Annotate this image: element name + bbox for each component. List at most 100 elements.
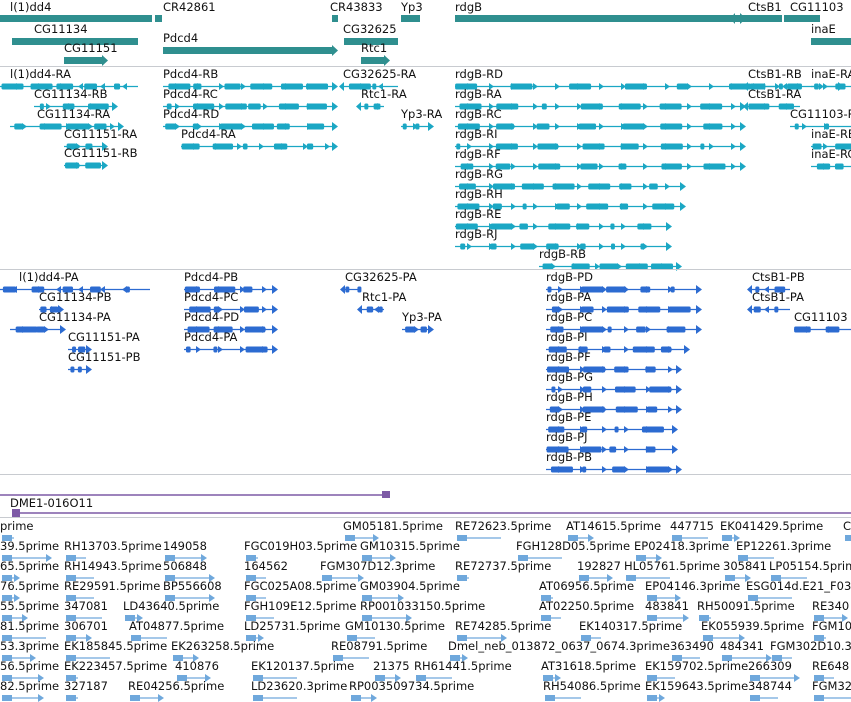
feature-glyph [647,594,681,602]
feature-glyph [541,595,553,601]
feature-glyph [184,285,278,294]
feature-glyph [748,595,792,601]
feature-glyph [66,655,110,661]
feature-glyph [455,142,746,151]
feature-label: rdgB-RA [455,87,502,101]
feature-glyph [541,615,561,621]
feature-label: RE72737.5prime [455,559,552,573]
feature-glyph [2,654,36,662]
feature-glyph [362,594,404,602]
feature-glyph [165,554,207,562]
feature-label: inaE-RB [811,127,851,141]
feature-label: 76.5prime [0,579,60,593]
feature-glyph [772,655,792,661]
feature-label: RH54086.5prime [543,679,641,693]
feature-glyph [163,82,338,91]
feature-label: LD43640.5prime [123,599,220,613]
feature-glyph [546,445,678,454]
feature-label: EP04146.3prime [645,579,741,593]
feature-glyph [253,695,297,701]
feature-glyph [362,614,412,622]
feature-glyph [699,615,711,621]
feature-label: GM10315.5prime [360,539,460,553]
feature-label: l(1)dd4 [10,0,52,14]
feature-glyph [455,222,672,231]
feature-glyph [165,574,215,582]
feature-glyph [811,143,851,150]
feature-label: rdgB-PF [546,350,591,364]
feature-label: 306701 [64,619,108,633]
track-ests: prime GM05181.5prime RE72623.5prime AT14615… [0,518,851,702]
feature-label: rdgB-RC [455,107,502,121]
feature-label: rdgB-RG [455,167,504,181]
feature-glyph [12,38,138,45]
feature-glyph [647,694,665,702]
feature-glyph [184,305,278,314]
feature-glyph [246,555,258,561]
feature-glyph [165,594,215,602]
feature-glyph [356,102,384,111]
feature-label: Yp3 [401,0,423,14]
feature-label: FGM32 [812,679,851,693]
feature-label: CG11151-RB [64,146,138,160]
feature-label: rdgB-RH [455,187,503,201]
feature-glyph [362,554,396,562]
feature-glyph [340,285,362,294]
feature-label: FGM10 [812,619,851,633]
feature-label: 81.5prime [0,619,60,633]
feature-label: LD25731.5prime [244,619,341,633]
feature-label: inaE-RA [811,67,851,81]
feature-glyph [2,674,44,682]
feature-glyph [811,83,851,90]
feature-label: rdgB-PA [546,290,592,304]
feature-glyph [703,634,745,642]
feature-label: CG11151 [64,41,118,55]
feature-glyph [814,675,834,681]
feature-glyph [771,575,807,581]
feature-glyph [743,82,800,91]
feature-glyph [814,614,848,622]
feature-label: RE340 [812,599,850,613]
feature-label: RP001033150.5prime [360,599,486,613]
feature-label: CtsB1 [748,0,782,14]
feature-label: CG11151-PB [68,350,141,364]
feature-label: 65.5prime [0,559,60,573]
feature-glyph [246,575,266,581]
feature-label: rdgB-RJ [455,227,498,241]
feature-glyph [455,202,686,211]
feature-glyph [738,555,774,561]
feature-label: 506848 [163,559,207,573]
feature-label: rdgB-PD [546,270,593,284]
feature-glyph [647,614,689,622]
feature-label: 305841 [723,559,767,573]
feature-glyph [163,45,338,56]
feature-label: EK223457.5prime [64,659,168,673]
feature-glyph [518,555,562,561]
feature-label: RE648 [812,659,850,673]
feature-glyph [66,575,94,581]
feature-glyph [790,123,851,130]
feature-glyph [401,15,420,22]
feature-glyph [184,325,278,334]
feature-glyph [375,674,401,682]
feature-glyph [125,614,143,622]
feature-label: 55.5prime [0,599,60,613]
feature-label: CG11103 [790,0,844,14]
feature-glyph [64,161,108,170]
feature-glyph [181,142,338,151]
feature-label: RE29591.5prime [64,579,161,593]
feature-label: rdgB-RI [455,127,498,141]
feature-label: CG11103 [794,310,848,324]
feature-label: EK159702.5prime [645,659,749,673]
feature-glyph [12,509,851,517]
feature-label: inaE [811,22,836,36]
feature-glyph [66,615,102,621]
feature-glyph [455,102,746,111]
feature-label: GM10130.5prime [345,619,445,633]
feature-label: BP556608 [163,579,222,593]
feature-label: Pdcd4-RC [163,87,218,101]
feature-glyph [345,534,379,542]
track-divider [0,517,851,518]
track-proteins: l(1)dd4-PA CG11134-PB CG11134-PA CG11151-PA… [0,270,851,474]
feature-label: FGH128D05.5prime [516,539,631,553]
